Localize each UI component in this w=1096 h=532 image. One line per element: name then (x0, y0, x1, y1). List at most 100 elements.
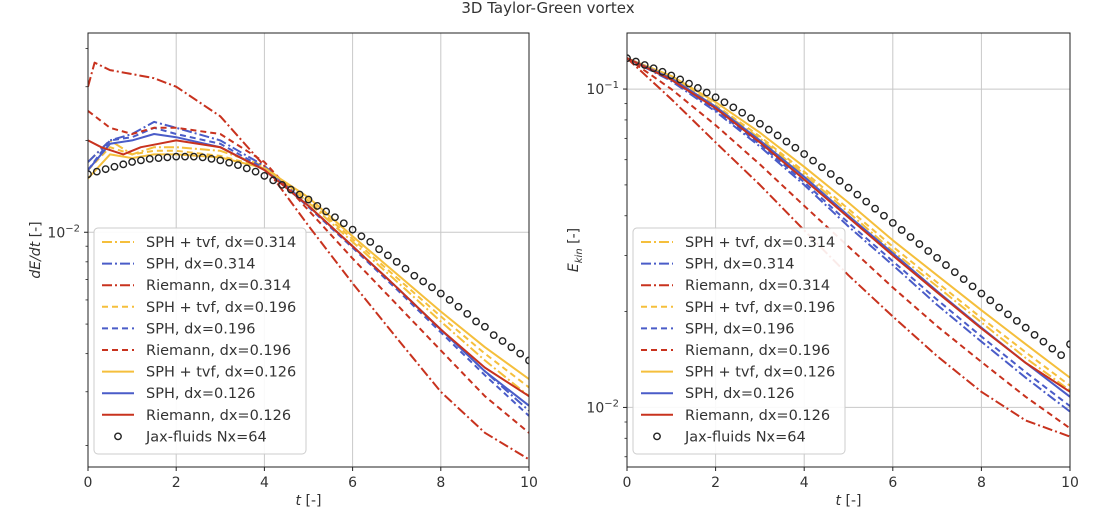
jax-fluids-point (92, 167, 101, 176)
jax-fluids-point (322, 207, 331, 216)
series-line-2 (627, 57, 1070, 413)
jax-fluids-point (1021, 323, 1030, 332)
x-tick-label: 6 (348, 475, 357, 491)
jax-fluids-point (128, 158, 137, 166)
legend-label: SPH, dx=0.196 (146, 321, 256, 337)
jax-fluids-point (942, 261, 950, 269)
jax-fluids-point (800, 150, 809, 158)
jax-fluids-point (853, 190, 862, 199)
plot-energy-dissipation: 0 2 4 6 8 10 10−2 t [-] dE/dt [-] SPH + tvf, dx=0… (28, 32, 538, 509)
jax-fluids-point (278, 180, 286, 189)
legend-label: SPH + tvf, dx=0.196 (685, 300, 835, 316)
jax-fluids-point (181, 152, 189, 161)
jax-fluids-point (959, 275, 968, 283)
legend-label: Riemann, dx=0.126 (685, 408, 830, 424)
x-tick-label: 2 (711, 475, 720, 491)
jax-fluids-point (667, 71, 676, 80)
jax-fluids-point (720, 98, 729, 107)
x-axis-label: t [-] (836, 493, 862, 509)
figure-title: 3D Taylor-Green vortex (461, 0, 634, 17)
jax-fluids-point (428, 283, 436, 292)
x-tick-label: 10 (1061, 475, 1079, 491)
jax-fluids-point (711, 93, 720, 102)
jax-fluids-point (154, 154, 163, 163)
jax-fluids-point (933, 253, 941, 262)
series-line-1 (627, 57, 1070, 392)
jax-fluids-point (685, 79, 693, 88)
jax-fluids-point (809, 156, 817, 165)
jax-fluids-point (489, 331, 498, 340)
jax-fluids-point (818, 163, 826, 172)
jax-fluids-point (950, 268, 959, 277)
legend: SPH + tvf, dx=0.314 SPH, dx=0.314 Riemann,… (632, 227, 846, 455)
jax-fluids-point (1048, 344, 1057, 353)
jax-fluids-point (242, 164, 251, 173)
jax-fluids-point (234, 161, 242, 170)
jax-fluids-point (137, 156, 145, 165)
jax-fluids-point (366, 237, 375, 246)
jax-fluids-point (375, 245, 383, 254)
legend-label: SPH + tvf, dx=0.314 (685, 235, 835, 251)
jax-fluids-point (145, 154, 154, 163)
jax-fluids-point (295, 190, 304, 199)
legend-label: SPH + tvf, dx=0.126 (146, 365, 296, 381)
jax-fluids-point (729, 103, 738, 112)
jax-fluids-point (1004, 310, 1012, 319)
jax-fluids-point (924, 247, 933, 255)
jax-fluids-point (516, 349, 525, 358)
jax-fluids-point (383, 251, 392, 260)
jax-fluids-point (649, 64, 658, 73)
x-tick-label: 4 (800, 475, 809, 491)
legend-label: Riemann, dx=0.196 (146, 343, 291, 359)
jax-fluids-point (286, 185, 295, 194)
series-group (627, 54, 1070, 438)
jax-fluids-point (260, 172, 269, 180)
jax-fluids-point (627, 54, 631, 63)
series-line-9 (88, 139, 529, 398)
legend-label: SPH + tvf, dx=0.126 (685, 365, 835, 381)
jax-fluids-point (738, 108, 747, 117)
legend-label: SPH, dx=0.126 (146, 386, 256, 402)
jax-fluids-point (216, 156, 225, 165)
jax-fluids-point (313, 202, 322, 210)
legend-label: SPH, dx=0.196 (685, 321, 795, 337)
x-tick-label: 10 (520, 475, 538, 491)
y-axis-label: dE/dt [-] (28, 221, 44, 278)
jax-fluids-point (419, 277, 428, 286)
jax-fluids-point (693, 84, 702, 92)
jax-fluids-point (968, 282, 977, 291)
jax-fluids-point (101, 165, 110, 174)
axes-frame (87, 32, 530, 468)
jax-fluids-point (888, 218, 897, 227)
legend-label: Jax-fluids Nx=64 (145, 429, 267, 445)
jax-fluids-point (764, 125, 773, 134)
legend-marker (114, 432, 122, 441)
jax-fluids-point (702, 88, 711, 97)
axes-frame (626, 32, 1071, 468)
jax-fluids-point (835, 176, 844, 185)
x-tick-label: 2 (172, 475, 181, 491)
jax-fluids-point (897, 226, 906, 234)
y-tick-label: 10−2 (586, 398, 619, 416)
series-line-6 (88, 110, 529, 434)
jax-fluids-point (995, 303, 1004, 312)
jax-fluids-point (640, 61, 649, 69)
jax-fluids-point (172, 152, 181, 161)
jax-fluids-point (392, 257, 401, 266)
series-line-7 (627, 57, 1070, 379)
jax-fluids-point (251, 167, 260, 176)
jax-fluids-point (339, 219, 348, 228)
jax-fluids-point (207, 154, 216, 163)
jax-fluids-point (782, 137, 791, 146)
jax-fluids-point (507, 343, 516, 352)
jax-fluids-point (747, 114, 755, 123)
jax-fluids-point (862, 197, 871, 206)
x-axis-label: t [-] (296, 493, 322, 509)
jax-fluids-point (331, 213, 339, 222)
jax-fluids-point (791, 143, 800, 152)
jax-fluids-point (844, 183, 853, 192)
jax-fluids-point (269, 176, 278, 185)
jax-fluids-point (826, 170, 835, 178)
y-axis-label: Ekin [-] (566, 228, 585, 272)
